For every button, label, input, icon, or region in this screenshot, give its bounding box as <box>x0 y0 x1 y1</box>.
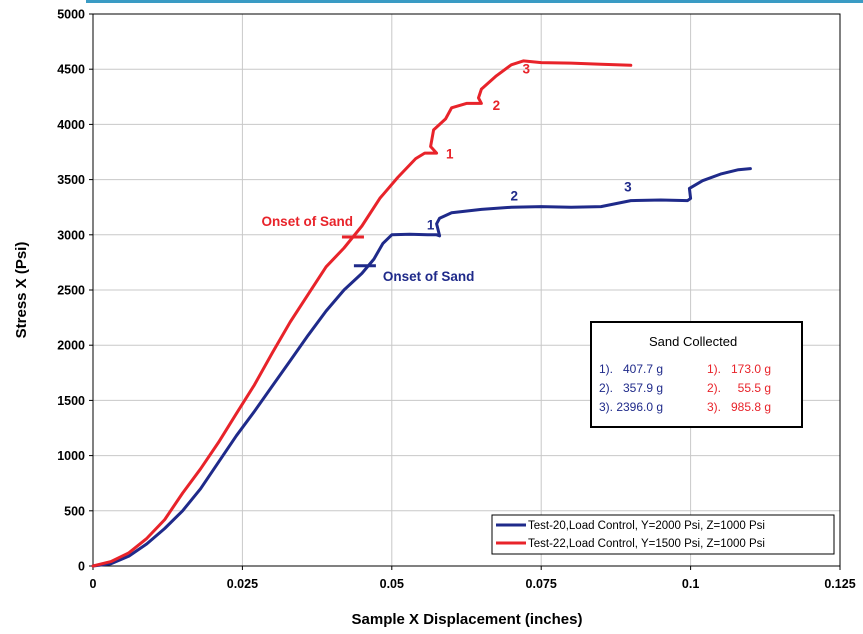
y-tick-label: 3500 <box>57 173 85 187</box>
x-tick-label: 0.05 <box>380 577 404 591</box>
top-rule <box>86 0 863 3</box>
y-tick-label: 4000 <box>57 118 85 132</box>
y-tick-label: 0 <box>78 560 85 574</box>
x-tick-label: 0 <box>90 577 97 591</box>
y-tick-label: 2500 <box>57 284 85 298</box>
sand-red-3: 3). 985.8 g <box>707 400 771 414</box>
sand-event-label: 1 <box>427 217 435 232</box>
series-layer <box>91 59 752 568</box>
x-axis-ticks: 0 0.025 0.05 0.075 0.1 0.125 <box>90 566 856 591</box>
sand-event-label: 3 <box>523 62 531 77</box>
sand-event-label: 2 <box>493 98 501 113</box>
grid <box>93 14 840 566</box>
y-tick-label: 3000 <box>57 228 85 242</box>
series-line-test-20 <box>91 167 752 568</box>
sand-blue-2: 2). 357.9 g <box>599 381 663 395</box>
y-axis-ticks: 0 500 1000 1500 2000 2500 3000 3500 4000 4500 5000 <box>57 8 93 574</box>
x-axis-title: Sample X Displacement (inches) <box>352 611 583 628</box>
legend-label-test-20: Test-20,Load Control, Y=2000 Psi, Z=1000… <box>528 520 765 532</box>
y-axis-title: Stress X (Psi) <box>13 242 30 339</box>
y-tick-label: 500 <box>64 504 85 518</box>
sand-event-label: 2 <box>511 189 519 204</box>
y-tick-label: 1000 <box>57 449 85 463</box>
sand-blue-3: 3). 2396.0 g <box>599 400 663 414</box>
sand-red-1: 1). 173.0 g <box>707 362 771 376</box>
x-tick-label: 0.075 <box>526 577 557 591</box>
x-tick-label: 0.1 <box>682 577 699 591</box>
y-tick-label: 4500 <box>57 63 85 77</box>
series-line-test-22 <box>91 59 633 568</box>
x-tick-label: 0.125 <box>824 577 855 591</box>
sand-red-2: 2). 55.5 g <box>707 381 771 395</box>
y-tick-label: 5000 <box>57 8 85 22</box>
legend: Test-20,Load Control, Y=2000 Psi, Z=1000… <box>491 514 835 555</box>
onset-markers <box>341 235 376 268</box>
onset-of-sand-label: Onset of Sand <box>383 269 475 284</box>
legend-label-test-22: Test-22,Load Control, Y=1500 Psi, Z=1000… <box>528 538 765 550</box>
sand-blue-1: 1). 407.7 g <box>599 362 663 376</box>
onset-of-sand-label: Onset of Sand <box>261 214 353 229</box>
sand-event-label: 1 <box>446 147 454 162</box>
y-tick-label: 1500 <box>57 394 85 408</box>
sand-event-label: 3 <box>624 180 632 195</box>
sand-collected-box: Sand Collected 1). 407.7 g 2). 357.9 g 3… <box>590 321 803 428</box>
y-tick-label: 2000 <box>57 339 85 353</box>
x-tick-label: 0.025 <box>227 577 258 591</box>
annotations: 1 2 3 1 2 3 Onset of Sand Onset of Sand <box>261 62 632 285</box>
sand-box-title: Sand Collected <box>649 334 737 349</box>
